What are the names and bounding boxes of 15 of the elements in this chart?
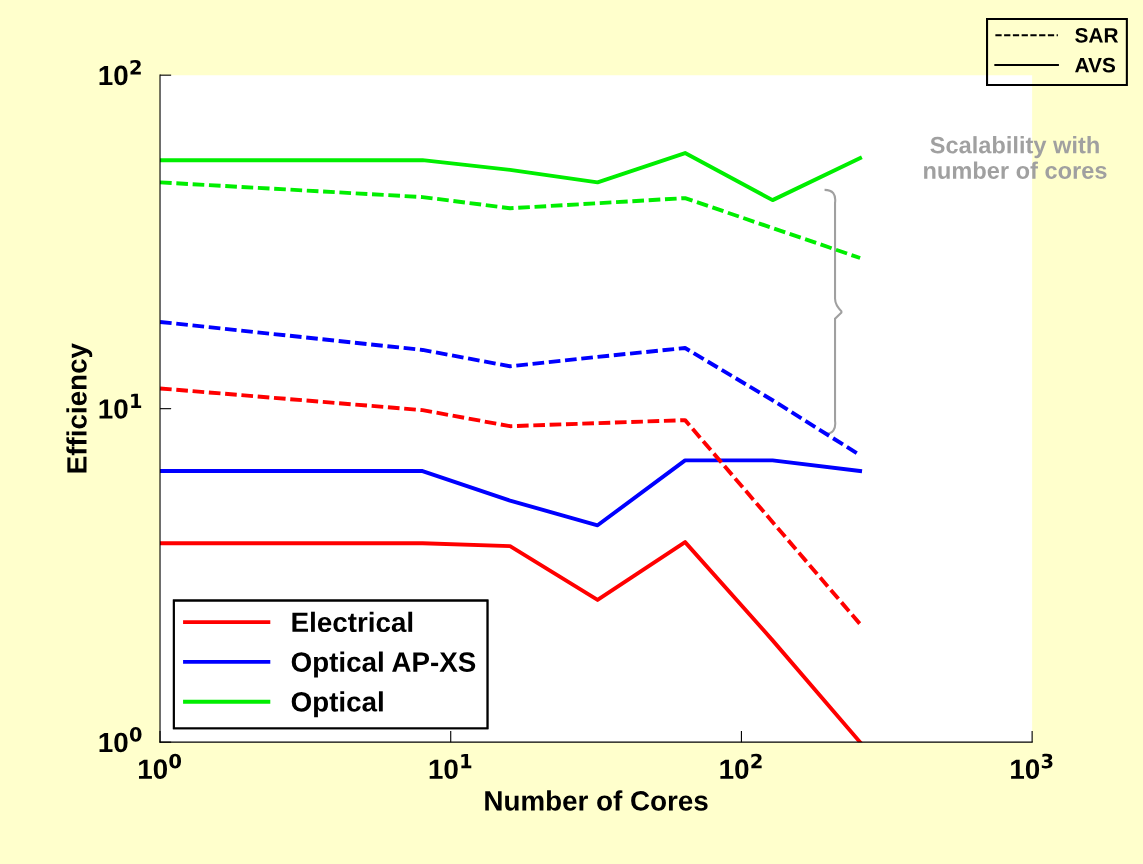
x-tick-label: 10$^{0}$ bbox=[138, 753, 181, 780]
x-tick-label: 10$^{3}$ bbox=[1011, 753, 1053, 780]
legend-label: Optical bbox=[291, 691, 383, 718]
y-tick-label: 10$^{0}$ bbox=[99, 726, 142, 753]
legend-label: Electrical bbox=[292, 611, 413, 633]
x-tick-label: 10$^{2}$ bbox=[720, 753, 762, 780]
x-tick-label: 10$^{1}$ bbox=[429, 753, 472, 780]
legend-label: Optical AP-XS bbox=[291, 651, 476, 678]
text: AVS bbox=[1075, 57, 1116, 73]
y-tick-label: 10$^{1}$ bbox=[99, 393, 142, 419]
y-axis-title: Efficiency bbox=[66, 343, 93, 473]
annotation: Scalability with number of cores bbox=[924, 136, 1107, 179]
text: SAR bbox=[1075, 27, 1119, 43]
y-tick-label: 10$^{2}$ bbox=[99, 59, 141, 86]
x-axis-title: Number of Cores bbox=[485, 790, 708, 811]
